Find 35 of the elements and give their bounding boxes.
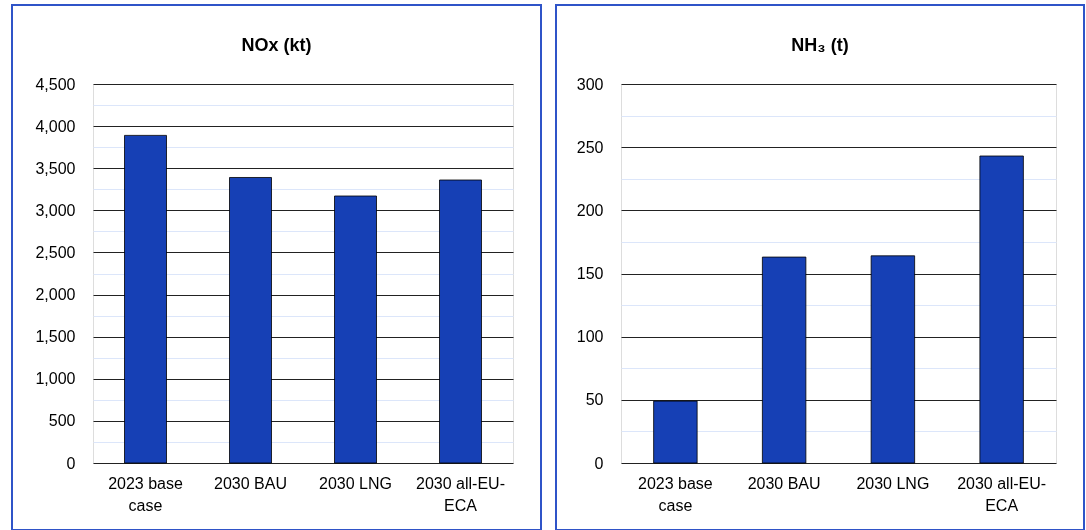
y-tick-label: 3,000: [35, 201, 76, 219]
y-tick-label: 50: [585, 391, 604, 409]
y-tick-label: 4,500: [35, 75, 76, 93]
bar: [761, 256, 807, 464]
y-tick-label: 2,500: [35, 243, 76, 261]
y-tick-label: 150: [576, 265, 604, 282]
y-tick-label: 2,000: [35, 286, 76, 304]
y-tick-label: 0: [66, 454, 76, 472]
y-tick-label: 500: [48, 412, 76, 430]
x-tick-label: 2030 BAU: [747, 474, 821, 492]
y-tick-label: 3,500: [35, 159, 76, 177]
bar: [334, 195, 377, 464]
y-tick-label: 4,000: [35, 117, 76, 135]
x-tick-label: 2023 base case: [108, 474, 183, 514]
y-tick-label: 1,500: [35, 328, 76, 346]
y-tick-label: 1,000: [35, 370, 76, 388]
x-tick-label: 2023 base case: [638, 474, 713, 514]
y-tick-label: 250: [576, 138, 604, 156]
y-tick-label: 100: [576, 328, 604, 346]
x-tick-label: 2030 all-EU-ECA: [957, 474, 1047, 514]
x-tick-label: 2030 LNG: [319, 474, 392, 492]
bar: [870, 255, 916, 464]
y-tick-label: 0: [594, 454, 604, 472]
x-tick-label: 2030 BAU: [214, 474, 287, 492]
x-tick-label: 2030 LNG: [856, 474, 930, 492]
bar: [229, 177, 272, 464]
chart-title: NH₃ (t): [791, 35, 849, 55]
bar: [439, 179, 482, 464]
bar: [979, 155, 1024, 464]
bar: [653, 400, 698, 464]
bar: [124, 134, 167, 464]
x-tick-label: 2030 all-EU-ECA: [416, 474, 505, 514]
y-tick-label: 300: [576, 75, 604, 93]
chart-title: NOx (kt): [241, 35, 312, 55]
y-tick-label: 200: [576, 201, 604, 219]
